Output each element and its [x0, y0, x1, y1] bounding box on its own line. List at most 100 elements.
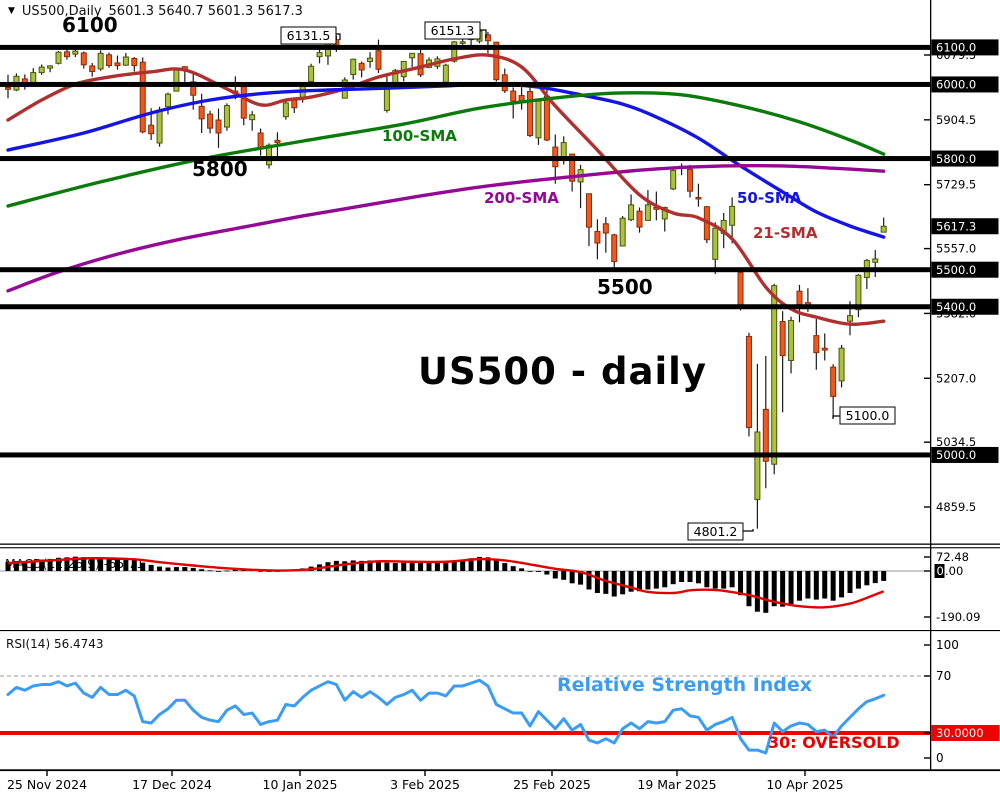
candle [644, 190, 651, 221]
candle [636, 207, 643, 233]
candle [122, 52, 129, 66]
candle [745, 332, 752, 437]
candle [501, 68, 508, 93]
level-label-6100: 6100 [62, 13, 118, 37]
macd-bar [140, 562, 146, 571]
candle-body-bull [249, 114, 256, 121]
macd-bar [258, 571, 264, 572]
macd-axis-label: 72.48 [936, 550, 969, 564]
macd-bar [409, 561, 415, 571]
macd-bar [847, 571, 853, 593]
macd-bar [232, 569, 238, 571]
rsi-axis-label: 100 [936, 638, 959, 652]
support-resistance-line-6000 [0, 81, 930, 87]
annotation-connector [335, 33, 341, 40]
candle [442, 63, 449, 84]
candle [367, 52, 374, 68]
support-resistance-line-5000 [0, 452, 930, 458]
macd-bar [157, 566, 163, 571]
macd-bar [350, 560, 356, 571]
candle-body-bull [282, 102, 289, 118]
macd-bar [527, 571, 533, 572]
candle-body-bull [771, 285, 778, 465]
candle-body-bear [106, 54, 113, 67]
21-sma-label: 21-SMA [753, 224, 818, 242]
symbol-timeframe-label: US500,Daily [21, 4, 102, 19]
macd-bar [148, 564, 154, 571]
candle [240, 84, 247, 126]
candle-body-bull [47, 65, 54, 69]
macd-bar [493, 560, 499, 571]
price-axis-label: 5904.5 [936, 113, 976, 127]
candle-body-bear [779, 321, 786, 357]
macd-bar [72, 556, 78, 571]
candle [611, 233, 618, 269]
200-sma-label: 200-SMA [484, 189, 559, 207]
macd-bar [881, 571, 887, 581]
candle-body-bear [543, 95, 550, 141]
macd-bar [182, 567, 188, 571]
price-axis-label-boxed: 5500.0 [936, 263, 976, 277]
candle-body-bull [409, 52, 416, 59]
candle-body-bull [30, 72, 37, 84]
macd-bar [721, 571, 727, 589]
macd-bar [47, 558, 53, 571]
candle-body-bear [5, 86, 11, 90]
annotation-price-label: 5100.0 [846, 408, 890, 423]
macd-bar [98, 558, 104, 571]
candle [788, 316, 795, 374]
macd-axis-label: 0 [937, 564, 944, 578]
candle [89, 62, 96, 77]
macd-current-value-box [934, 564, 945, 578]
candle-body-bull [754, 431, 761, 500]
candle-body-bull [38, 66, 45, 74]
candle-body-bear [274, 139, 281, 144]
annotation-price-label: 6151.3 [431, 23, 475, 38]
macd-bar [754, 571, 760, 612]
x-axis-line [0, 769, 1000, 772]
panel-separator [0, 630, 1000, 632]
price-axis-label: 5557.0 [936, 242, 976, 256]
price-axis-label-boxed: 6000.0 [936, 78, 976, 92]
price-axis-label-box [931, 150, 999, 167]
candle-body-bear [358, 62, 365, 71]
candle [762, 356, 769, 489]
annotation-box [839, 406, 896, 425]
candle [771, 283, 778, 475]
candle [838, 344, 845, 388]
macd-signal-line [7, 557, 885, 609]
macd-bar [418, 562, 424, 571]
rsi-indicator-label: RSI(14) 56.4743 [6, 637, 104, 651]
annotation-connector [742, 529, 754, 532]
candle-body-bull [308, 65, 315, 82]
macd-bar [224, 570, 230, 572]
macd-bar [822, 571, 828, 599]
macd-bar [603, 571, 609, 594]
candle-body-bull [367, 57, 374, 62]
candle-body-bull [729, 205, 736, 226]
candle [207, 110, 214, 134]
candle [173, 69, 180, 92]
candle [628, 194, 635, 222]
macd-bar [199, 569, 205, 571]
macd-bar [780, 571, 786, 607]
symbol-dropdown-icon[interactable]: ▼ [8, 6, 15, 16]
candle [855, 274, 862, 318]
candle [30, 68, 37, 84]
candle [47, 65, 54, 73]
macd-bar [451, 560, 457, 571]
level-label-5800: 5800 [192, 157, 248, 181]
candle [779, 311, 786, 413]
candle [139, 57, 146, 134]
candle [417, 47, 424, 78]
macd-bar [763, 571, 769, 613]
macd-bar [342, 561, 348, 571]
candle-body-bear [594, 231, 601, 244]
price-axis-label: 5034.5 [936, 435, 976, 449]
macd-bar [535, 571, 541, 572]
candle-body-bull [122, 56, 129, 66]
candle-body-bull [442, 64, 449, 83]
candle [872, 250, 879, 278]
candle [350, 58, 357, 80]
